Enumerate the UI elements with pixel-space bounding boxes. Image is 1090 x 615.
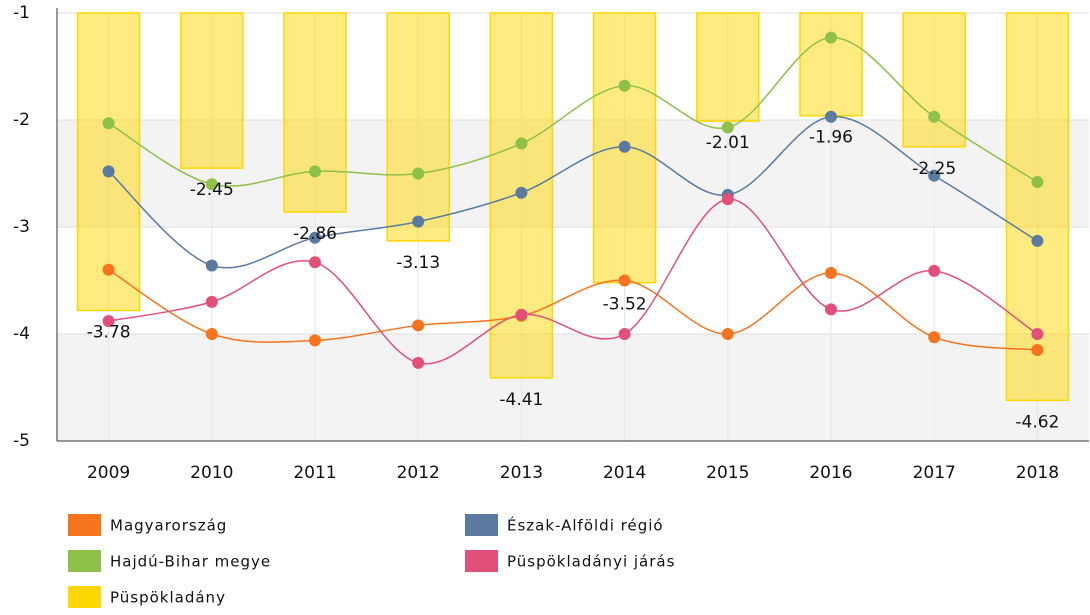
legend-label: Észak-Alföldi régió [507,516,664,535]
point [309,256,321,269]
point [618,328,631,340]
x-tick-label: 2018 [1016,463,1059,483]
data-label: -2.25 [912,159,956,179]
point [309,231,321,244]
point [721,328,734,340]
point [205,295,218,308]
point [928,331,941,344]
y-tick-label: -5 [13,431,30,451]
x-tick-label: 2017 [913,463,956,483]
legend-label: Magyarország [110,517,227,535]
data-label: -4.62 [1015,412,1059,432]
point [1031,344,1044,357]
legend-swatch [68,550,101,572]
point [102,263,115,276]
data-label: -2.86 [293,224,337,244]
x-tick-label: 2009 [87,463,130,483]
point [825,267,837,280]
y-tick-label: -4 [13,324,30,344]
bar [902,12,966,148]
bar [180,12,244,169]
data-label: -3.13 [396,253,440,273]
y-tick-label: -1 [13,3,30,23]
point [1031,234,1044,247]
data-label: -2.45 [190,180,234,200]
y-tick-label: -3 [13,217,30,237]
data-label: -1.96 [809,128,853,148]
point [825,303,837,316]
legend-label: Hajdú-Bihar megye [110,553,271,571]
legend: Magyarország Észak-Alföldi régió Hajdú-Bih… [68,514,675,608]
data-label: -2.01 [706,133,750,153]
plot-band [57,334,1089,441]
x-tick-label: 2011 [293,463,336,483]
point [618,274,631,287]
legend-swatch [68,586,101,608]
point [412,319,425,332]
bar [696,12,760,122]
point [205,178,218,191]
point [102,165,115,178]
point [928,264,941,277]
x-tick-label: 2010 [190,463,233,483]
line [108,198,1038,365]
x-tick-label: 2012 [397,463,440,483]
bar [799,12,863,117]
point [1031,176,1044,189]
bar [386,12,450,242]
point [1031,328,1044,340]
bar [1005,12,1070,402]
bar [76,12,141,312]
point [825,110,837,123]
point [721,121,734,134]
point [205,328,218,340]
point [515,137,528,150]
line [108,269,1038,351]
x-tick-label: 2016 [809,463,852,483]
x-tick-label: 2015 [706,463,749,483]
point [618,79,631,92]
point [412,215,425,228]
point [309,165,321,178]
point [102,315,115,328]
point [721,193,734,206]
point [618,140,631,153]
legend-label: Püspökladányi járás [507,553,675,571]
data-label: -3.52 [603,295,647,315]
legend-swatch [68,514,101,536]
point [309,334,321,347]
point [205,259,218,272]
x-tick-label: 2013 [500,463,543,483]
bar [283,12,347,213]
x-tick-label: 2014 [603,463,646,483]
point [412,356,425,369]
point [515,308,528,321]
point [928,169,941,182]
point [412,167,425,180]
point [928,110,941,123]
data-label: -4.41 [499,390,543,410]
data-label: -3.78 [87,322,131,342]
line [108,116,1038,269]
point [102,117,115,130]
legend-swatch [465,550,498,572]
point [515,186,528,199]
legend-label: Püspökladány [110,589,226,607]
point [825,31,837,44]
line [108,36,1038,187]
legend-swatch [465,514,498,536]
y-tick-label: -2 [13,110,30,130]
